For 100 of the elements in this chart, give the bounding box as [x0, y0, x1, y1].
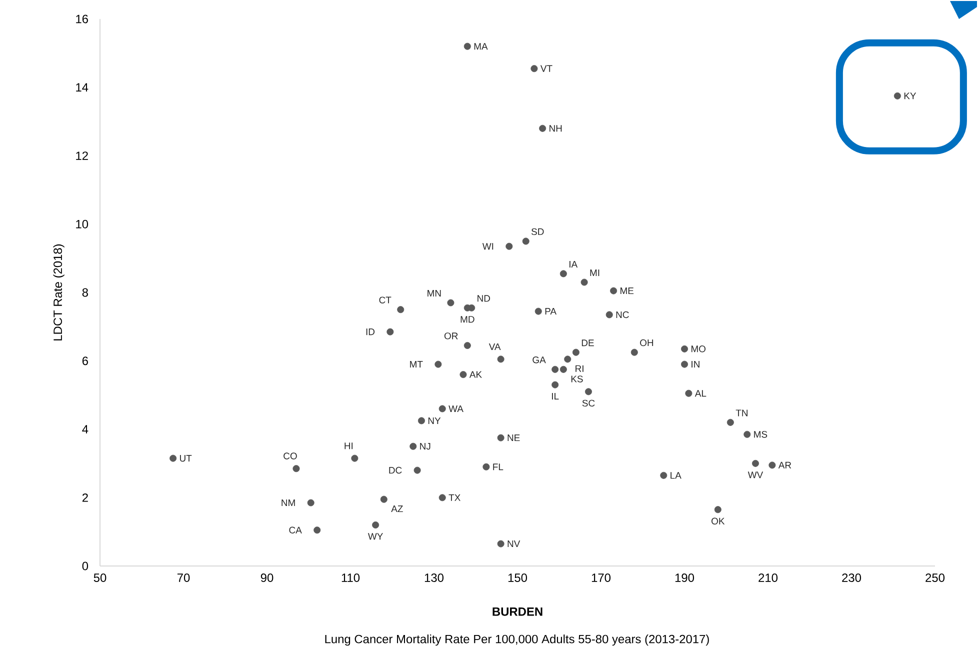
- x-tick-label: 250: [926, 574, 945, 582]
- annotation: TX: [448, 494, 460, 501]
- point: [464, 304, 471, 312]
- annotation: OR: [444, 332, 458, 340]
- point: [894, 92, 901, 100]
- annotation: VA: [488, 343, 501, 350]
- point: [714, 506, 722, 514]
- y-tick-label: 14: [76, 83, 88, 92]
- point: [464, 42, 471, 50]
- x-axis-title: BURDEN: [492, 608, 542, 616]
- point: [418, 417, 425, 424]
- point: [572, 348, 580, 356]
- point: [438, 405, 446, 412]
- point: [482, 463, 490, 470]
- y-tick-label: 0: [82, 562, 88, 570]
- y-tick-label: 4: [82, 425, 88, 434]
- annotation: WY: [368, 533, 383, 540]
- point: [314, 526, 321, 534]
- annotation: GA: [532, 356, 546, 364]
- point: [552, 366, 559, 373]
- annotation: UT: [180, 455, 192, 462]
- annotation: IA: [570, 260, 578, 268]
- point: [372, 521, 380, 528]
- x-tick-label: 50: [94, 574, 106, 582]
- y-tick-label: 8: [82, 288, 88, 297]
- point: [386, 328, 394, 336]
- point: [610, 287, 618, 294]
- point: [752, 460, 759, 467]
- annotation: FL: [493, 464, 504, 470]
- annotation: CO: [284, 452, 297, 460]
- annotation: CT: [379, 296, 392, 304]
- x-tick-label: 190: [675, 574, 694, 582]
- annotation: CA: [289, 526, 302, 534]
- annotation: AL: [694, 390, 706, 397]
- point: [534, 308, 542, 315]
- x-tick-label: 110: [342, 574, 360, 582]
- annotation: NE: [508, 434, 520, 442]
- annotation: WI: [482, 243, 494, 250]
- point: [397, 306, 404, 314]
- annotation: HI: [344, 442, 353, 450]
- annotation: ID: [366, 328, 375, 336]
- point: [564, 356, 572, 363]
- annotation: NM: [282, 499, 295, 506]
- annotation: NV: [508, 540, 520, 548]
- point: [307, 499, 314, 506]
- point: [539, 124, 546, 132]
- annotation: LA: [670, 472, 682, 479]
- point: [464, 342, 471, 349]
- text: Lung Cancer Mortality Rate Per 100,000 Adults 55-80 years (2013-2017): [325, 634, 709, 646]
- point: [434, 360, 442, 368]
- point: [497, 434, 504, 442]
- annotation: MD: [460, 316, 474, 323]
- point: [410, 442, 417, 450]
- annotation: KY: [904, 92, 916, 100]
- annotation: SC: [582, 400, 595, 407]
- annotation: ND: [478, 295, 490, 302]
- annotation: AR: [778, 462, 792, 468]
- annotation: TN: [736, 410, 748, 416]
- point: [438, 494, 446, 502]
- y-tick-label: 2: [82, 493, 88, 502]
- annotation: MT: [410, 361, 423, 368]
- annotation: WA: [448, 405, 464, 412]
- annotation: NC: [616, 311, 629, 318]
- annotation: PA: [545, 308, 556, 315]
- annotation: DC: [389, 466, 402, 474]
- annotation: WV: [748, 472, 764, 478]
- annotation: MI: [590, 270, 600, 276]
- x-tick-label: 230: [842, 574, 862, 582]
- annotation: ME: [620, 288, 634, 294]
- annotation: VT: [540, 65, 552, 72]
- point: [447, 299, 454, 306]
- point: [560, 270, 567, 278]
- annotation: MN: [428, 290, 441, 297]
- point: [560, 366, 567, 373]
- y-tick-label: 12: [76, 152, 88, 160]
- point: [726, 418, 734, 426]
- point: [497, 356, 504, 363]
- point: [292, 465, 300, 472]
- annotation: OH: [640, 339, 654, 346]
- annotation: IL: [552, 393, 559, 400]
- point: [522, 238, 530, 245]
- point: [580, 278, 588, 286]
- point: [506, 242, 513, 250]
- point: [414, 466, 421, 474]
- x-tick-label: 170: [592, 574, 611, 582]
- point: [170, 454, 177, 462]
- point: [681, 345, 688, 352]
- annotation: IN: [692, 361, 700, 368]
- x-tick-label: 210: [758, 574, 778, 582]
- x-tick-label: 70: [177, 574, 190, 582]
- point: [660, 472, 668, 479]
- annotation: NH: [550, 125, 562, 132]
- point: [606, 311, 613, 318]
- point: [768, 462, 776, 469]
- annotation: DE: [582, 340, 594, 346]
- annotation: OK: [712, 518, 725, 524]
- y-tick-label: 16: [76, 14, 88, 24]
- y-axis-title: LDCT Rate (2018): [53, 244, 64, 340]
- annotation: SD: [531, 228, 544, 236]
- point: [497, 540, 504, 548]
